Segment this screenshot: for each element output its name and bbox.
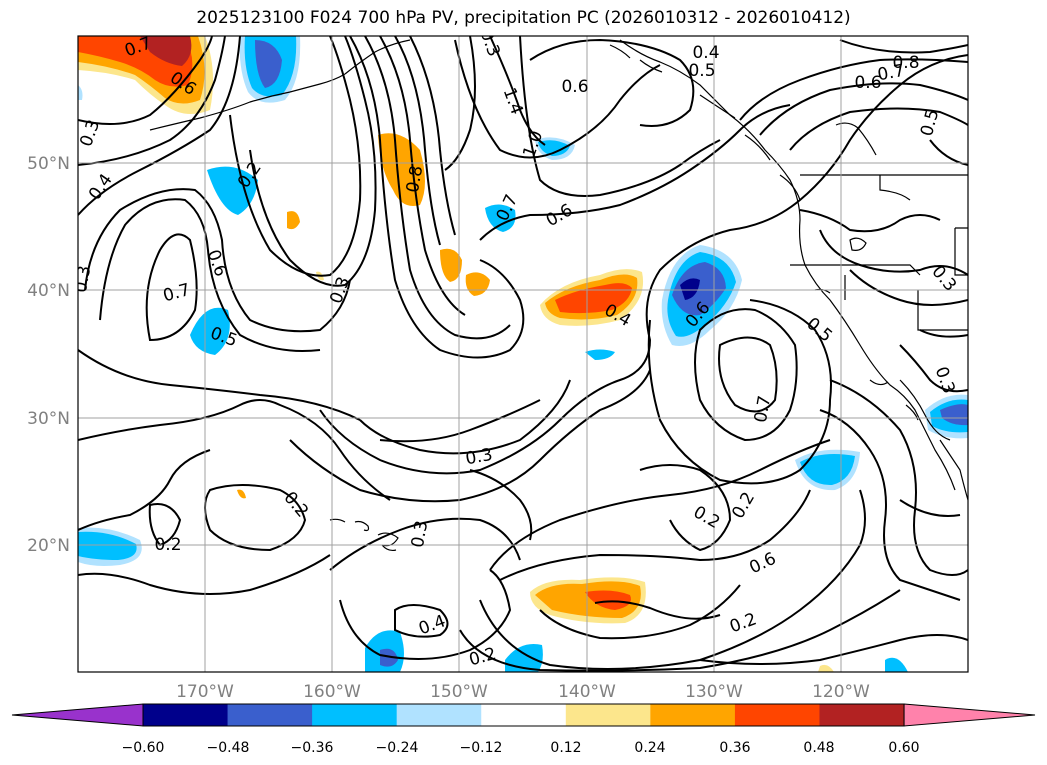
colorbar-segment xyxy=(396,704,482,726)
precip-positive-patches xyxy=(78,36,834,672)
colorbar-segment xyxy=(819,704,905,726)
contour-label: 0.3 xyxy=(464,445,494,469)
colorbar-label: 0.48 xyxy=(803,740,834,756)
colorbar-segment xyxy=(227,704,313,726)
lat-label: 50°N xyxy=(27,154,70,174)
graticule xyxy=(78,36,968,672)
latitude-labels: 50°N 40°N 30°N 20°N xyxy=(27,154,70,556)
lon-label: 150°W xyxy=(430,682,488,702)
colorbar-segment xyxy=(143,704,229,726)
colorbar-segment xyxy=(481,704,567,726)
longitude-labels: 170°W 160°W 150°W 140°W 130°W 120°W xyxy=(176,682,870,702)
map-title: 2025123100 F024 700 hPa PV, precipitatio… xyxy=(196,8,851,28)
contour-label: 0.8 xyxy=(403,164,427,194)
contour-label: 0.7 xyxy=(876,61,906,85)
colorbar-label: −0.24 xyxy=(376,740,419,756)
contour-label: 0.5 xyxy=(688,61,715,81)
colorbar-labels: −0.60 −0.48 −0.36 −0.24 −0.12 0.12 0.24 … xyxy=(122,740,920,756)
colorbar-label: −0.48 xyxy=(207,740,250,756)
colorbar-label: −0.60 xyxy=(122,740,165,756)
lon-label: 140°W xyxy=(558,682,616,702)
coastlines xyxy=(149,39,968,552)
contour-label: 0.4 xyxy=(692,43,719,63)
colorbar-segment xyxy=(734,704,820,726)
colorbar-extend-left xyxy=(11,703,144,727)
lat-label: 40°N xyxy=(27,281,70,301)
precip-negative-patches xyxy=(78,36,968,672)
colorbar-label: 0.60 xyxy=(888,740,919,756)
colorbar-frame xyxy=(142,703,905,727)
lon-label: 130°W xyxy=(685,682,743,702)
contour-label: 0.8 xyxy=(892,53,919,73)
lon-label: 160°W xyxy=(303,682,361,702)
colorbar-label: 0.12 xyxy=(550,740,581,756)
contour-label: 0.2 xyxy=(154,535,181,555)
map-plot-area: 0.7 0.6 0.3 0.4 0.2 0.6 0.7 0.5 0.3 0.2 … xyxy=(71,36,968,672)
colorbar-label: 0.24 xyxy=(634,740,665,756)
lat-label: 20°N xyxy=(27,536,70,556)
map-frame xyxy=(77,35,969,673)
lon-label: 170°W xyxy=(176,682,234,702)
colorbar-segment xyxy=(312,704,398,726)
contour-label: 0.3 xyxy=(408,519,432,549)
colorbar-label: −0.12 xyxy=(460,740,503,756)
contour-label: 0.3 xyxy=(71,264,95,294)
colorbar xyxy=(11,703,1036,727)
lon-label: 120°W xyxy=(812,682,870,702)
contour-label: 0.6 xyxy=(854,73,881,93)
contour-label: 0.6 xyxy=(561,77,588,97)
lat-label: 30°N xyxy=(27,409,70,429)
colorbar-label: 0.36 xyxy=(719,740,750,756)
contour-label: 0.7 xyxy=(751,394,775,424)
pv-contours xyxy=(78,36,968,672)
colorbar-segment xyxy=(565,704,651,726)
colorbar-segment xyxy=(650,704,736,726)
colorbar-label: −0.36 xyxy=(291,740,334,756)
colorbar-extend-right xyxy=(903,703,1036,727)
